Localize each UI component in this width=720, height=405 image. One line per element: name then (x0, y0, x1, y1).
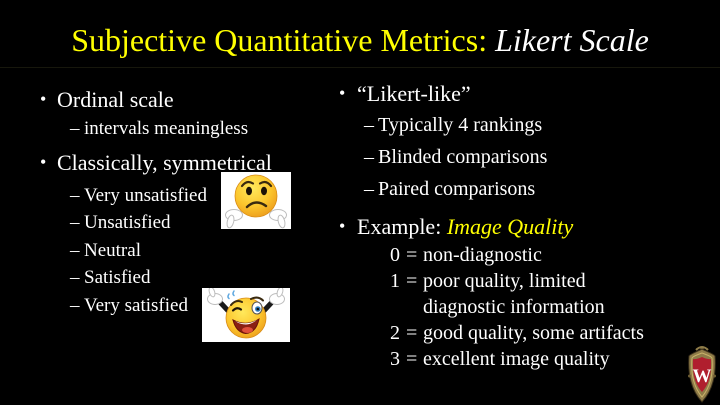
bullet-icon: • (40, 151, 47, 172)
list-item-example: • Example: Image Quality (328, 211, 700, 242)
list-item-label: Ordinal scale (57, 87, 174, 112)
dash-icon: – (70, 267, 80, 288)
dash-icon: – (70, 212, 80, 233)
list-item-label: Unsatisfied (84, 212, 171, 233)
dash-icon: – (364, 146, 374, 168)
slide-title-emphasis: Likert Scale (495, 22, 649, 58)
list-item: – Satisfied (70, 264, 322, 292)
list-item: – Paired comparisons (364, 173, 700, 205)
right-column: • “Likert-like” – Typically 4 rankings –… (328, 78, 700, 372)
title-divider (0, 67, 720, 68)
scale-label: good quality, some artifacts (423, 322, 644, 344)
equals-sign: = (406, 270, 418, 292)
list-item-label: “Likert-like” (357, 81, 471, 106)
list-item: – Neutral (70, 237, 322, 265)
list-item-label: intervals meaningless (84, 118, 249, 139)
bullet-icon: • (339, 83, 346, 103)
list-item: – intervals meaningless (70, 115, 322, 143)
dash-icon: – (70, 184, 80, 206)
list-item: • “Likert-like” (328, 78, 700, 109)
list-item-label: Blinded comparisons (378, 146, 548, 168)
scale-number: 0 (390, 244, 400, 266)
sad-face-thumbs-down-emoji-icon (221, 172, 291, 229)
list-item: – Typically 4 rankings (364, 109, 700, 141)
list-item-label: Very satisfied (84, 294, 188, 316)
scale-row: 2 = good quality, some artifacts (390, 320, 700, 346)
scale-row: 3 = excellent image quality (390, 346, 700, 372)
equals-sign: = (406, 322, 418, 344)
left-column: • Ordinal scale – intervals meaningless … (30, 80, 322, 319)
list-item-label: Satisfied (84, 267, 151, 288)
slide-title-main: Subjective Quantitative Metrics: (71, 22, 496, 58)
dash-icon: – (70, 118, 80, 139)
dash-icon: – (364, 114, 374, 136)
dash-icon: – (70, 239, 80, 261)
dash-icon: – (70, 294, 80, 316)
list-item: – Blinded comparisons (364, 141, 700, 173)
list-item: – Very unsatisfied (70, 182, 322, 210)
list-item-label: Very unsatisfied (84, 184, 207, 206)
scale-label: excellent image quality (423, 348, 610, 370)
list-item: – Unsatisfied (70, 209, 322, 237)
scale-number: 3 (390, 348, 400, 370)
bullet-icon: • (40, 89, 47, 109)
winking-face-thumbs-up-emoji-icon (202, 288, 290, 342)
scale-row: 1 = poor quality, limited diagnostic inf… (390, 268, 700, 320)
scale-number: 1 (390, 270, 400, 292)
equals-sign: = (406, 244, 418, 266)
list-item-label: Example: Image Quality (357, 211, 573, 242)
list-item: • Classically, symmetrical (30, 147, 322, 178)
example-prefix: Example: (357, 214, 447, 239)
equals-sign: = (406, 348, 418, 370)
dash-icon: – (364, 178, 374, 200)
list-item-label: Paired comparisons (378, 178, 536, 200)
scale-number: 2 (390, 322, 400, 344)
example-emphasis: Image Quality (446, 214, 574, 239)
scale-label: poor quality, limited diagnostic informa… (423, 270, 605, 318)
scale-row: 0 = non-diagnostic (390, 242, 700, 268)
scale-label: non-diagnostic (423, 244, 542, 266)
list-item-label: Neutral (84, 239, 141, 261)
bullet-icon: • (339, 216, 346, 236)
list-item-label: Classically, symmetrical (57, 149, 272, 175)
slide-title: Subjective Quantitative Metrics: Likert … (0, 22, 720, 58)
list-item-label: Typically 4 rankings (378, 114, 543, 136)
crest-letter: W (693, 366, 712, 387)
list-item: – Very satisfied (70, 292, 322, 320)
university-crest-logo: W (686, 346, 718, 404)
list-item: • Ordinal scale (30, 84, 322, 115)
